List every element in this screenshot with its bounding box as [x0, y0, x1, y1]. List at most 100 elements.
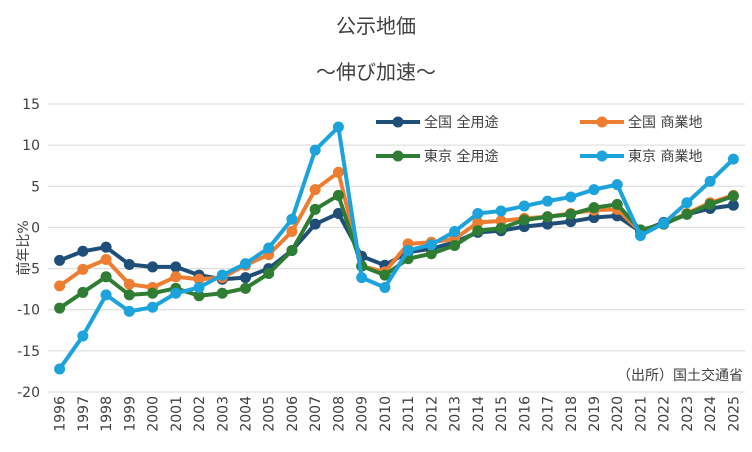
data-point — [425, 239, 437, 251]
data-point — [449, 226, 461, 238]
data-point — [565, 191, 577, 203]
y-tick-label: -10 — [17, 303, 40, 319]
y-tick-label: 15 — [22, 97, 40, 113]
legend-item: 東京 商業地 — [580, 149, 702, 165]
data-point — [100, 271, 112, 283]
data-point — [332, 189, 344, 201]
y-tick-label: -20 — [17, 385, 40, 401]
x-tick-label: 2001 — [169, 396, 185, 432]
data-point — [239, 272, 251, 284]
data-point — [309, 218, 321, 230]
data-point — [332, 121, 344, 133]
data-point — [309, 144, 321, 156]
data-point — [379, 269, 391, 281]
data-point — [658, 217, 670, 229]
x-tick-label: 2015 — [494, 396, 510, 432]
source-note: （出所）国土交通省 — [617, 367, 743, 384]
x-tick-label: 2013 — [448, 396, 464, 432]
y-tick-label: 5 — [31, 179, 40, 195]
data-point — [123, 258, 135, 270]
x-tick-label: 2000 — [146, 396, 162, 432]
x-tick-label: 1996 — [53, 396, 69, 432]
x-tick-label: 2002 — [192, 396, 208, 432]
data-point — [193, 273, 205, 285]
data-point — [123, 305, 135, 317]
x-tick-label: 1998 — [99, 396, 115, 432]
y-axis-label: 前年比% — [15, 220, 32, 275]
data-point — [565, 208, 577, 220]
data-point — [588, 184, 600, 196]
gridlines — [48, 103, 745, 393]
data-point — [704, 198, 716, 210]
data-point — [425, 248, 437, 260]
x-tick-label: 1997 — [76, 396, 92, 432]
x-tick-label: 1999 — [122, 396, 138, 432]
chart-subtitle: ～伸び加速～ — [316, 60, 436, 84]
data-point — [239, 258, 251, 270]
data-point — [611, 198, 623, 210]
data-point — [54, 254, 66, 266]
data-point — [77, 330, 89, 342]
x-tick-label: 2011 — [401, 396, 417, 432]
x-tick-label: 2018 — [564, 396, 580, 432]
data-point — [309, 203, 321, 215]
data-point — [449, 240, 461, 252]
data-point — [286, 213, 298, 225]
data-point — [727, 190, 739, 202]
data-point — [286, 226, 298, 238]
data-point — [332, 166, 344, 178]
series-group — [54, 121, 739, 375]
data-point — [239, 282, 251, 294]
data-point — [77, 245, 89, 257]
data-point — [611, 179, 623, 191]
x-tick-label: 2012 — [424, 396, 440, 432]
x-tick-label: 2021 — [633, 396, 649, 432]
x-tick-label: 2009 — [355, 396, 371, 432]
y-tick-label: 0 — [31, 220, 40, 236]
data-point — [100, 241, 112, 253]
x-tick-label: 2016 — [517, 396, 533, 432]
data-point — [216, 287, 228, 299]
data-point — [100, 289, 112, 301]
data-point — [472, 216, 484, 228]
data-point — [356, 272, 368, 284]
data-point — [704, 175, 716, 187]
data-point — [402, 244, 414, 256]
data-point — [54, 280, 66, 292]
data-point — [170, 261, 182, 273]
legend-swatch-marker — [392, 116, 404, 128]
data-point — [147, 261, 159, 273]
legend-label: 全国 全用途 — [424, 114, 498, 131]
data-point — [542, 211, 554, 223]
legend-swatch-marker — [596, 116, 608, 128]
chart-title: 公示地価 — [336, 14, 416, 38]
x-tick-label: 2019 — [587, 396, 603, 432]
legend-label: 全国 商業地 — [628, 114, 702, 131]
data-point — [54, 302, 66, 314]
data-point — [542, 195, 554, 207]
data-point — [681, 197, 693, 209]
data-point — [123, 289, 135, 301]
data-point — [588, 202, 600, 214]
series-lines — [54, 121, 739, 375]
x-tick-label: 2010 — [378, 396, 394, 432]
data-point — [495, 205, 507, 217]
data-point — [309, 184, 321, 196]
data-point — [54, 363, 66, 375]
data-point — [727, 153, 739, 165]
x-tick-label: 2008 — [331, 396, 347, 432]
data-point — [216, 269, 228, 281]
data-point — [286, 244, 298, 256]
data-point — [77, 263, 89, 275]
data-point — [727, 199, 739, 211]
legend-label: 東京 商業地 — [628, 149, 702, 165]
data-point — [263, 242, 275, 254]
data-point — [518, 200, 530, 212]
x-tick-label: 2006 — [285, 396, 301, 432]
legend-swatch-marker — [392, 150, 404, 162]
x-tick-label: 2005 — [262, 396, 278, 432]
data-point — [77, 286, 89, 298]
